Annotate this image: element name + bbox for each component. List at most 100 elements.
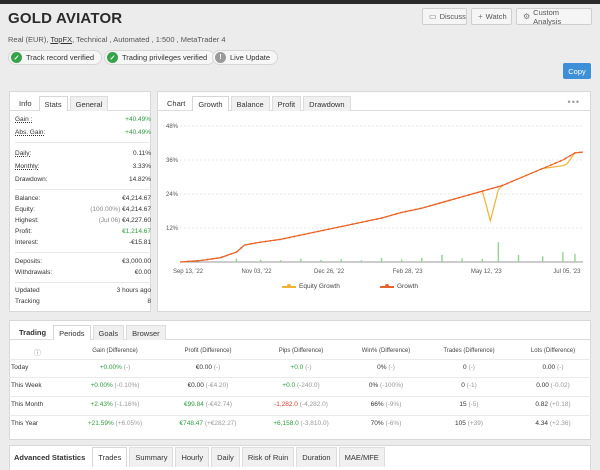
check-icon: ✓	[11, 52, 22, 63]
tab-profit[interactable]: Profit	[271, 96, 302, 111]
watch-button[interactable]: + Watch	[471, 8, 512, 25]
tab-stats[interactable]: Stats	[38, 96, 68, 111]
profit-bar	[280, 260, 282, 262]
growth-point	[254, 242, 257, 244]
growth-point	[346, 224, 349, 227]
growth-point	[351, 223, 354, 226]
stat-value: +40.49%	[125, 129, 151, 136]
badge-label: Track record verified	[26, 53, 95, 62]
divider	[15, 189, 151, 190]
tab-goals[interactable]: Goals	[92, 325, 125, 340]
tab-trading[interactable]: Trading	[19, 328, 47, 337]
legend-swatch	[282, 283, 296, 288]
tab-summary[interactable]: Summary	[129, 447, 174, 467]
growth-point	[395, 213, 397, 215]
info-icon[interactable]: ⓘ	[34, 350, 41, 357]
tab-daily[interactable]: Daily	[211, 447, 240, 467]
table-cell: +2.43% (-1.16%)	[72, 401, 158, 408]
live-update-badge: ! Live Update	[212, 50, 279, 65]
table-cell: €748.47 (+€282.27)	[165, 420, 251, 427]
tab-duration[interactable]: Duration	[296, 447, 337, 467]
stat-row-balance: Balance: €4,214.67	[15, 195, 151, 202]
cell-difference: (-9%)	[385, 401, 402, 408]
cell-value: 0.00	[536, 382, 549, 389]
custom-analysis-button[interactable]: ⚙ Custom Analysis	[516, 8, 592, 26]
stat-label: Interest:	[15, 239, 39, 246]
table-cell: +0.0 (-)	[258, 364, 344, 371]
tab-general[interactable]: General	[69, 96, 109, 111]
x-tick-label: Jul 05, '23	[553, 269, 581, 275]
tab-browser[interactable]: Browser	[126, 325, 166, 340]
cell-value: +0.00%	[90, 382, 113, 389]
profit-bar	[421, 257, 423, 262]
legend-label: Growth	[397, 283, 418, 290]
growth-point	[332, 227, 335, 230]
copy-button[interactable]: Copy	[563, 63, 591, 79]
growth-point	[525, 174, 528, 177]
growth-point	[496, 185, 499, 188]
chat-icon: ▭	[429, 12, 437, 21]
growth-point	[540, 168, 542, 171]
growth-point	[574, 152, 576, 154]
growth-point	[564, 157, 567, 160]
stat-row-withdrawals: Withdrawals: €0.00	[15, 269, 151, 276]
stats-tabs: Info Stats General	[10, 92, 150, 111]
tab-growth[interactable]: Growth	[192, 96, 229, 111]
growth-point	[370, 219, 373, 222]
chart-label: Chart	[167, 99, 186, 108]
cell-value: 105	[454, 420, 466, 427]
tab-advanced-statistics[interactable]: Advanced Statistics	[14, 452, 86, 462]
tab-mae-mfe[interactable]: MAE/MFE	[338, 447, 385, 467]
table-cell: 0% (-)	[343, 364, 429, 371]
tab-info[interactable]: Info	[19, 99, 32, 108]
growth-point	[230, 252, 233, 255]
tab-trades[interactable]: Trades	[92, 447, 128, 467]
growth-point	[462, 195, 465, 198]
table-cell: -1,282.0 (-4,282.0)	[258, 401, 344, 408]
exclamation-icon: !	[215, 52, 226, 63]
table-cell: +0.00% (-)	[72, 364, 158, 371]
row-label: This Month	[11, 401, 44, 408]
growth-point	[341, 225, 344, 228]
broker-link[interactable]: TopFX	[50, 35, 73, 44]
chart-menu-icon[interactable]: •••	[567, 97, 580, 107]
row-label: This Year	[11, 420, 39, 427]
tab-risk-of-ruin[interactable]: Risk of Ruin	[241, 447, 295, 467]
growth-point	[240, 246, 243, 249]
growth-point	[448, 199, 451, 202]
discuss-button[interactable]: ▭ Discuss	[422, 8, 467, 25]
tab-balance[interactable]: Balance	[230, 96, 270, 111]
legend-equity-growth[interactable]: Equity Growth	[282, 283, 340, 290]
tab-hourly[interactable]: Hourly	[175, 447, 210, 467]
cell-difference: (-1)	[466, 382, 477, 389]
stat-value: €1,214.67	[122, 228, 151, 235]
tab-periods[interactable]: Periods	[53, 325, 91, 340]
growth-chart: 48% 36% 24% 12% Sep 13, '22 Nov 03, '22 Dec 26…	[166, 124, 584, 275]
growth-point	[477, 191, 480, 194]
chart-panel: Chart Growth Balance Profit Drawdown •••…	[157, 91, 591, 312]
growth-point	[298, 234, 301, 237]
growth-point	[472, 192, 475, 195]
cell-value: 0.00	[542, 364, 556, 371]
cell-difference: (-6%)	[385, 420, 402, 427]
stat-value: 8	[147, 298, 151, 305]
growth-point	[293, 235, 296, 238]
cell-difference: (-240.0)	[296, 382, 320, 389]
stat-value: 3 hours ago	[116, 287, 151, 294]
stat-note: (Jul 06)	[98, 217, 121, 224]
table-cell: 66% (-9%)	[343, 401, 429, 408]
profit-bar	[360, 260, 363, 262]
x-tick-label: Feb 28, '23	[393, 269, 423, 275]
growth-point	[322, 229, 325, 232]
stat-row-highest: Highest: (Jul 06) €4,227.60	[15, 217, 151, 224]
cell-value: +0.0	[290, 364, 304, 371]
legend-swatch	[380, 283, 394, 288]
divider	[15, 252, 151, 253]
tab-drawdown[interactable]: Drawdown	[303, 96, 351, 111]
growth-point	[433, 203, 436, 206]
table-cell: 4.34 (+2.36)	[510, 420, 596, 427]
legend-growth[interactable]: Growth	[380, 283, 418, 290]
growth-point	[269, 239, 272, 242]
watch-label: Watch	[485, 12, 507, 21]
table-cell: 0% (-100%)	[343, 382, 429, 389]
